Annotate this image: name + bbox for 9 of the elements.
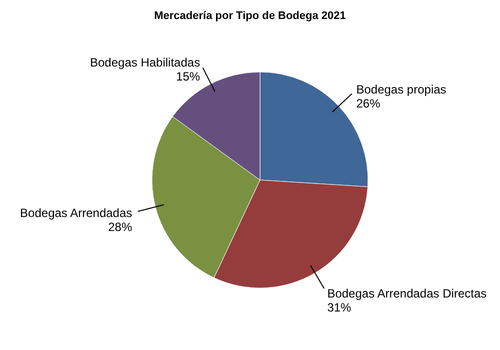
slice-label: Bodegas propias (356, 82, 446, 97)
slice-label: Bodegas Arrendadas (20, 206, 132, 220)
data-label: 15% (176, 69, 200, 84)
slice-label: Bodegas Habilitadas (90, 55, 200, 70)
data-label: 26% (356, 96, 381, 111)
data-label: 31% (327, 300, 352, 315)
chart-title: Mercadería por Tipo de Bodega 2021 (154, 10, 346, 22)
data-label: 28% (108, 220, 132, 234)
slice-label: Bodegas Arrendadas Directas (327, 286, 487, 301)
